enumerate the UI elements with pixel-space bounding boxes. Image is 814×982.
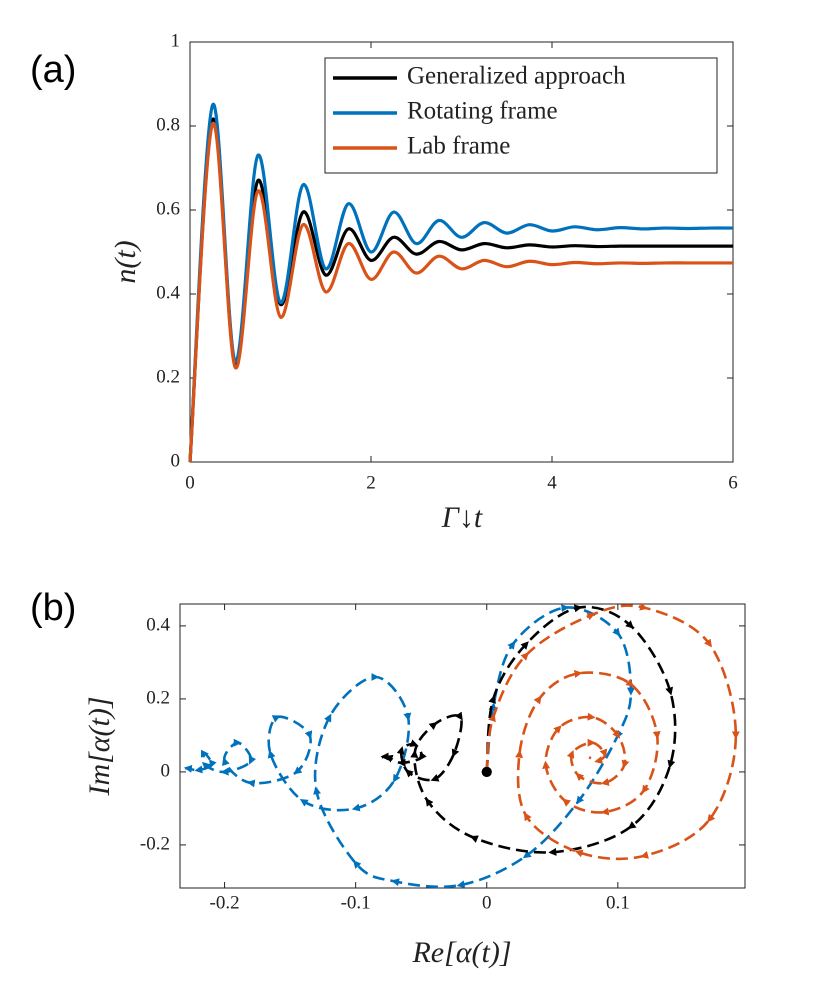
x-axis-label: Γ↓t <box>441 501 483 534</box>
y-tick-label: -0.2 <box>140 833 170 854</box>
legend-label: Lab frame <box>407 133 510 160</box>
y-tick-label: 0 <box>171 450 181 471</box>
x-tick-label: -0.2 <box>210 892 240 913</box>
x-axis-label: Re[α(t)] <box>411 936 511 969</box>
x-tick-label: 0 <box>482 892 492 913</box>
y-tick-label: 0.2 <box>146 687 170 708</box>
y-tick-label: 1 <box>171 30 181 51</box>
series-line <box>188 122 733 463</box>
y-tick-label: 0.6 <box>156 198 180 219</box>
panel-label: (b) <box>30 587 76 629</box>
y-axis-label: n(t) <box>109 240 142 283</box>
legend-label: Generalized approach <box>407 63 626 90</box>
x-tick-label: 0.1 <box>606 892 630 913</box>
x-tick-label: 2 <box>366 472 376 493</box>
x-tick-label: 6 <box>728 472 738 493</box>
x-tick-label: 4 <box>547 472 557 493</box>
y-tick-label: 0.4 <box>156 282 180 303</box>
x-tick-label: 0 <box>185 472 195 493</box>
series-line <box>485 602 740 861</box>
legend-label: Rotating frame <box>407 98 558 125</box>
x-tick-label: -0.1 <box>341 892 371 913</box>
y-tick-label: 0.2 <box>156 366 180 387</box>
panel-label: (a) <box>30 49 76 91</box>
y-tick-label: 0.4 <box>146 614 170 635</box>
y-axis-label: Im[α(t)] <box>83 696 116 796</box>
y-tick-label: 0 <box>161 760 171 781</box>
y-tick-label: 0.8 <box>156 114 180 135</box>
plot-frame <box>179 603 746 889</box>
start-point <box>481 766 492 777</box>
